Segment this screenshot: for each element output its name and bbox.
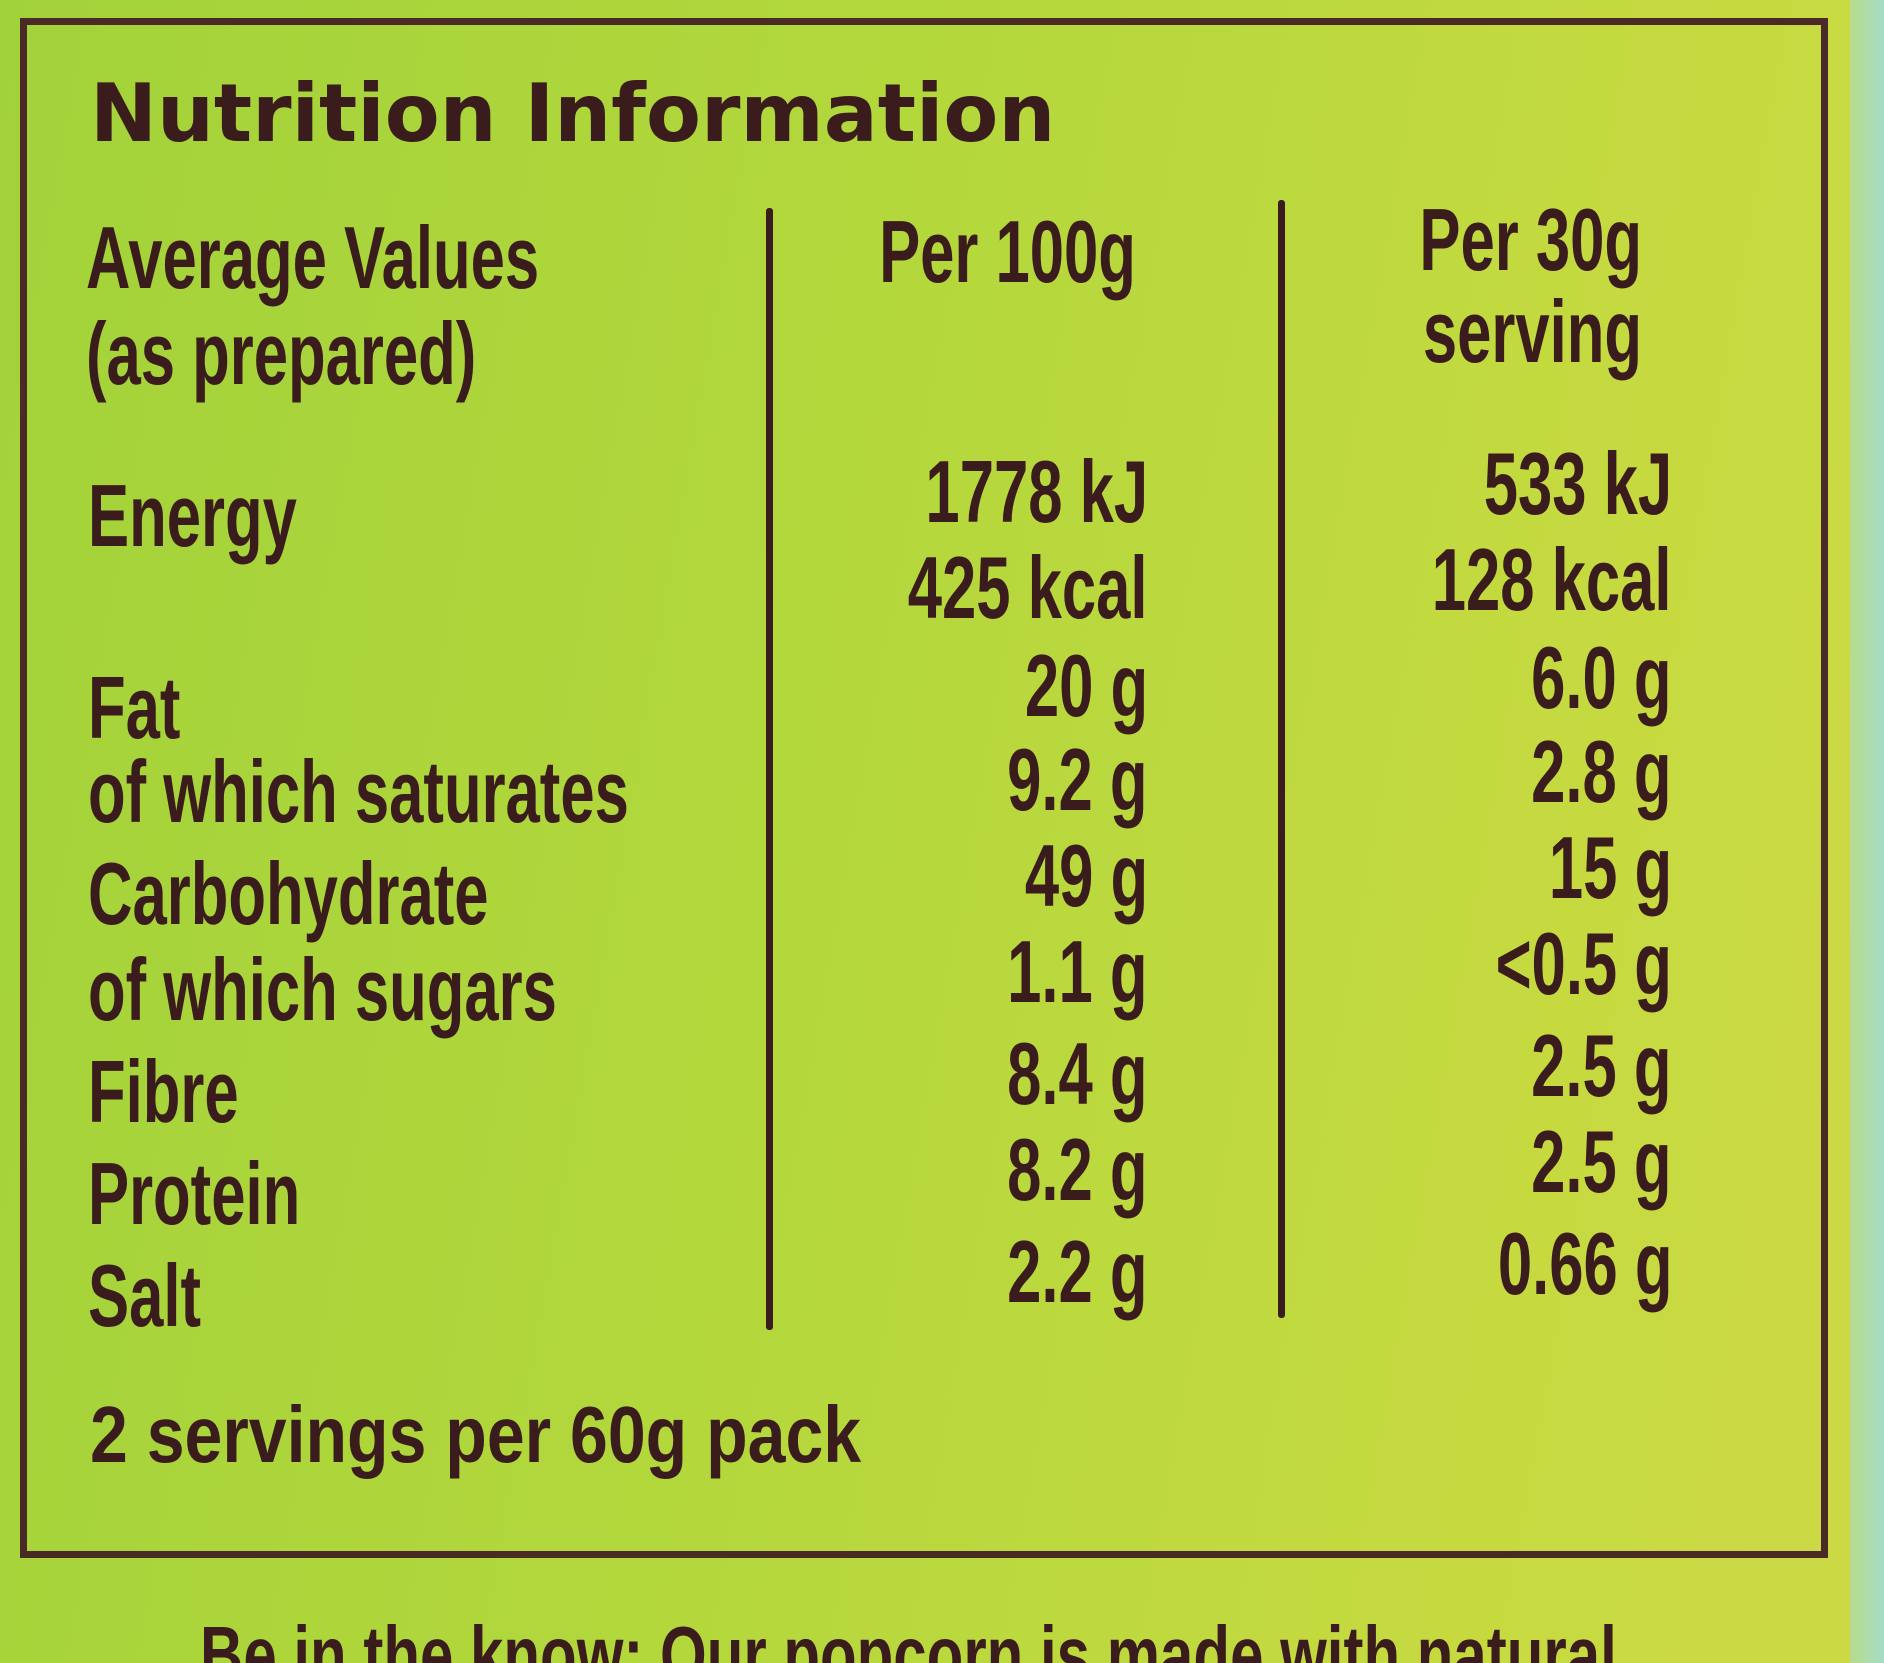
row-label: Salt — [88, 1246, 201, 1345]
row-label: Carbohydrate — [88, 844, 489, 943]
value-per-serving: 128 kcal — [1432, 530, 1672, 629]
column-divider — [1278, 200, 1285, 1318]
row-label: Protein — [88, 1144, 301, 1243]
column-header: Per 100g — [879, 202, 1136, 301]
value-per-serving: 2.5 g — [1531, 1016, 1672, 1115]
value-per-serving: 533 kJ — [1483, 434, 1672, 533]
row-label: Fibre — [88, 1042, 239, 1141]
column-divider — [766, 208, 773, 1330]
row-label: Fat — [88, 658, 181, 757]
value-per-serving: 15 g — [1548, 818, 1672, 917]
column-header: Average Values — [86, 208, 540, 307]
value-per-serving: 2.5 g — [1531, 1112, 1672, 1211]
value-per-100g: 49 g — [1024, 826, 1148, 925]
value-per-100g: 425 kcal — [908, 538, 1148, 637]
value-per-serving: 2.8 g — [1531, 722, 1672, 821]
value-per-serving: 6.0 g — [1531, 628, 1672, 727]
column-header: Per 30g — [1419, 190, 1642, 289]
value-per-serving: 0.66 g — [1497, 1214, 1672, 1313]
value-per-100g: 8.2 g — [1007, 1120, 1148, 1219]
value-per-100g: 20 g — [1024, 636, 1148, 735]
value-per-serving: <0.5 g — [1495, 914, 1672, 1013]
value-per-100g: 2.2 g — [1007, 1222, 1148, 1321]
row-label: of which sugars — [88, 940, 557, 1039]
row-label: of which saturates — [88, 742, 629, 841]
value-per-100g: 8.4 g — [1007, 1024, 1148, 1123]
title: Nutrition Information — [90, 67, 1056, 160]
note: Be in the know: Our popcorn is made with… — [200, 1610, 1617, 1663]
footer: 2 servings per 60g pack — [90, 1390, 862, 1479]
table-border — [20, 18, 1828, 1558]
column-header: serving — [1422, 282, 1642, 381]
value-per-100g: 1778 kJ — [925, 442, 1148, 541]
column-header: (as prepared) — [86, 304, 477, 403]
background-edge — [1850, 0, 1884, 1663]
value-per-100g: 1.1 g — [1007, 922, 1148, 1021]
value-per-100g: 9.2 g — [1007, 730, 1148, 829]
row-label: Energy — [88, 466, 297, 565]
